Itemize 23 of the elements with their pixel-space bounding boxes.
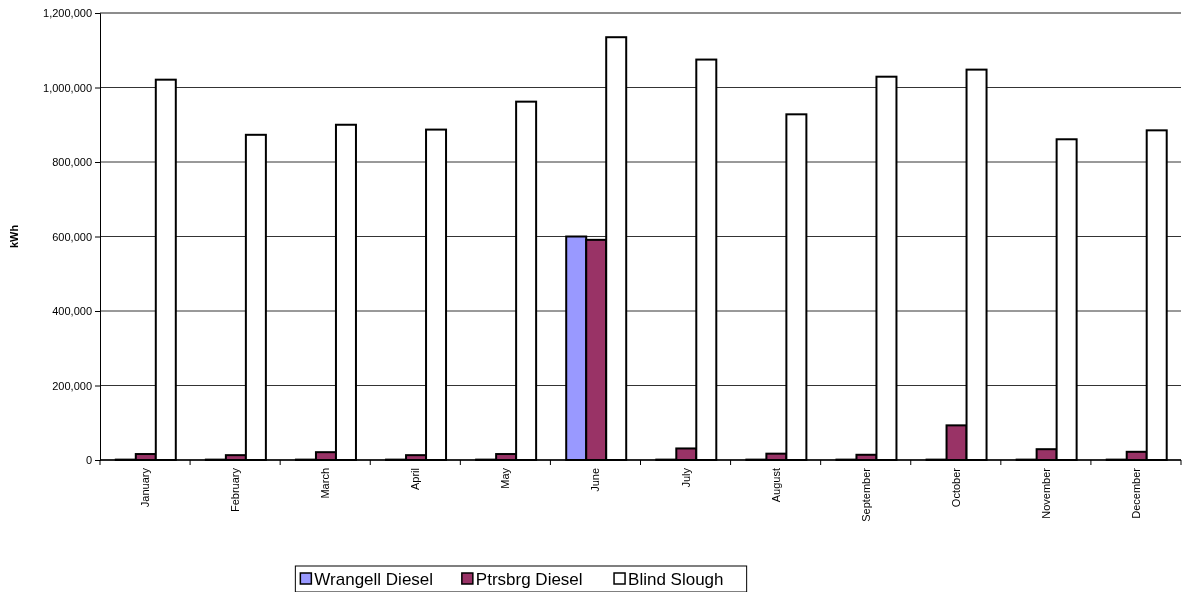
x-tick-label: October [949,467,962,508]
x-tick-label: June [589,468,602,492]
x-tick-label: April [409,468,422,491]
legend-label: Ptrsbrg Diesel [475,570,583,589]
y-axis-title: kWh [8,224,20,249]
legend-label: Wrangell Diesel [314,570,434,589]
x-tick-label: August [769,468,782,503]
x-tick-label: February [229,467,242,513]
x-tick-label: January [139,467,152,508]
x-tick-label: November [1039,467,1052,519]
y-tick-label: 600,000 [52,230,92,243]
x-tick-label: December [1129,467,1142,519]
y-tick-label: 400,000 [52,305,92,318]
x-tick-label: May [499,467,512,489]
y-tick-label: 0 [85,454,92,467]
x-tick-label: July [679,467,692,488]
x-tick-label: March [319,468,332,499]
x-tick-label: September [859,467,872,522]
y-tick-label: 200,000 [52,379,92,392]
y-tick-label: 1,200,000 [43,7,92,20]
y-tick-label: 800,000 [52,156,92,169]
y-tick-label: 1,000,000 [43,81,92,94]
legend-label: Blind Slough [628,570,724,589]
